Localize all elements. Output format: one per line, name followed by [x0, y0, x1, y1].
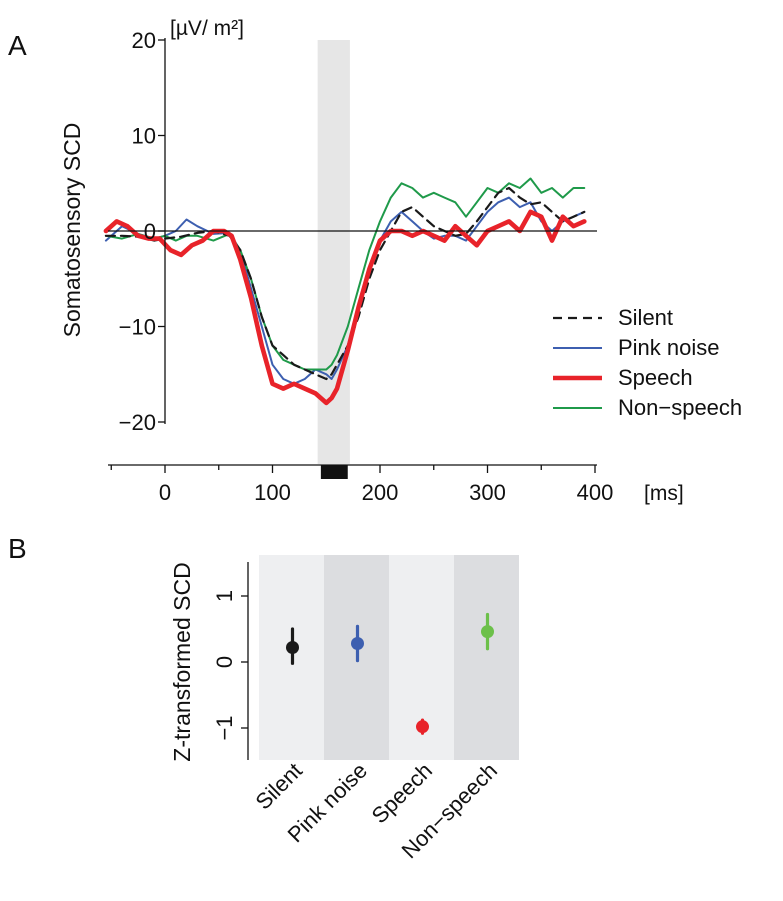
category-label: Silent — [250, 758, 307, 815]
b-data-points — [286, 612, 494, 735]
b-y-axis-title: Z-transformed SCD — [169, 562, 195, 761]
legend-label: Non−speech — [618, 395, 742, 420]
series-line-non-speech — [104, 177, 586, 371]
x-tick-label: 200 — [362, 480, 399, 505]
data-point — [416, 720, 429, 734]
series-line-speech — [103, 209, 587, 406]
category-band — [454, 555, 519, 760]
category-bands — [259, 555, 519, 760]
data-point — [286, 640, 299, 654]
x-tick-label: 0 — [159, 480, 171, 505]
x-tick-label: 400 — [577, 480, 614, 505]
b-y-tick-label: 1 — [212, 590, 237, 602]
b-y-tick-label: 0 — [212, 656, 237, 668]
legend-label: Speech — [618, 365, 693, 390]
y-unit-label: [µV/ m²] — [170, 17, 244, 40]
x-tick-label: 100 — [254, 480, 291, 505]
y-tick-label: 20 — [132, 28, 156, 53]
data-point — [481, 625, 494, 639]
panel-b-label: B — [8, 533, 27, 564]
x-tick-label: 300 — [469, 480, 506, 505]
y-tick-label: −20 — [119, 410, 156, 435]
data-point — [351, 637, 364, 651]
x-unit-label: [ms] — [644, 482, 684, 505]
panel-a-label: A — [8, 30, 27, 61]
y-tick-label: −10 — [119, 315, 156, 340]
stimulus-bar — [320, 465, 348, 479]
legend-label: Pink noise — [618, 335, 720, 360]
b-y-tick-label: −1 — [212, 715, 237, 740]
legend: Silent Pink noise Speech Non−speech — [553, 305, 742, 420]
y-tick-label: 10 — [132, 124, 156, 149]
y-axis-title: Somatosensory SCD — [59, 123, 85, 338]
x-ticks: 0 100 200 300 400 — [110, 465, 614, 505]
b-y-ticks: 1 0 −1 — [212, 590, 248, 741]
legend-label: Silent — [618, 305, 673, 330]
